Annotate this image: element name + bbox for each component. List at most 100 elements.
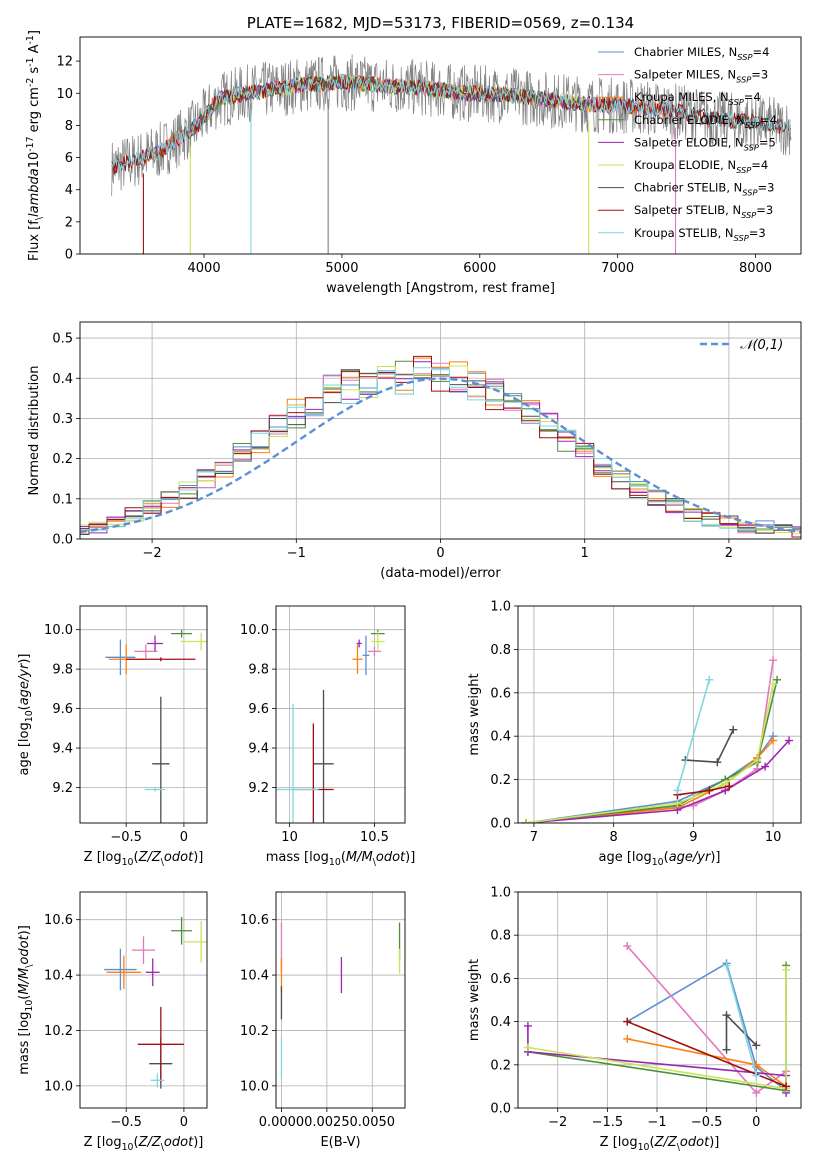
plot-area [80,355,801,538]
y-tick-label: 9.6 [52,702,73,717]
y-tick-label: 0.2 [52,452,73,467]
legend: Chabrier MILES, NSSP=4 Salpeter MILES, NS… [598,45,777,243]
y-tick-label: 0.4 [490,730,511,745]
y-tick-label: 10.4 [44,969,73,984]
x-tick-label: 0 [436,546,444,561]
axes-frame [275,891,406,1109]
y-tick-label: 0.6 [490,972,511,987]
x-tick-label: −0.5 [110,1115,142,1130]
plot-area [280,922,401,1079]
y-tick-label: 0.3 [52,412,73,427]
y-tick-label: 10.2 [44,1024,73,1039]
legend-label: Chabrier MILES, NSSP=4 [634,45,769,62]
x-axis-label: wavelength [Angstrom, rest frame] [326,281,555,296]
x-tick-label: 10 [281,830,298,845]
y-tick-label: 1.0 [490,886,511,901]
axes-spectrum: 4000 5000 6000 7000 8000 0 2 4 6 8 10 12 wavelength … [25,14,802,296]
x-tick-label: 10.5 [360,830,389,845]
y-tick-label: 12 [56,55,73,70]
y-tick-label: 2 [65,215,73,230]
y-tick-label: 0 [65,248,73,263]
x-tick-label: −2 [548,1115,567,1130]
y-tick-label: 0.4 [490,1015,511,1030]
legend-label: Chabrier STELIB, NSSP=3 [634,181,774,198]
y-tick-label: 10 [56,87,73,102]
y-tick-label: 0.0 [52,533,73,548]
axes-mass_vs_ebv: 0.0000 0.0025 0.0050 10.0 10.2 10.4 10.6 E(B-V) [240,891,406,1150]
y-axis-label: Normed distribution [27,366,42,496]
y-axis-label: Flux [f\lambda10-17 erg cm-2 s-1 A-1] [25,30,45,261]
x-tick-label: 0 [180,1115,188,1130]
legend-label: Kroupa STELIB, NSSP=3 [634,226,766,243]
chart-title: PLATE=1682, MJD=53173, FIBERID=0569, z=0… [247,14,634,32]
legend-label: Salpeter MILES, NSSP=3 [634,68,768,85]
x-tick-label: 0 [752,1115,760,1130]
plot-area [276,629,385,823]
x-tick-label: 0.0025 [304,1115,350,1130]
y-tick-label: 0.8 [490,929,511,944]
y-tick-label: 8 [65,119,73,134]
axes-frame [275,605,406,824]
histogram-kroupa_stelib [80,367,801,531]
plot-area [105,629,207,823]
axes-age_vs_Z: −0.5 0 9.2 9.4 9.6 9.8 10.0 Z [log10(Z/Z\odot)]… [17,605,208,868]
y-axis-label: age [log10(age/yr)] [17,653,35,775]
x-tick-label: 0.0050 [350,1115,396,1130]
x-axis-label: mass [log10(M/M\odot)] [266,850,416,868]
x-axis-label: Z [log10(Z/Z\odot)] [84,1135,204,1153]
x-tick-label: −2 [143,546,162,561]
axes-frame [517,891,802,1109]
x-axis-label: age [log10(age/yr)] [598,850,720,868]
x-axis-label: Z [log10(Z/Z\odot)] [84,850,204,868]
plot-area [521,656,794,823]
y-tick-label: 10.6 [44,913,73,928]
y-tick-label: 10.0 [44,623,73,638]
y-tick-label: 10.2 [240,1024,269,1039]
legend-label: Kroupa MILES, NSSP=4 [634,90,761,107]
y-tick-label: 0.5 [52,332,73,347]
legend-label: Chabrier ELODIE, NSSP=4 [634,113,777,130]
plot-area [104,916,207,1089]
plot-area [111,54,792,254]
x-tick-label: 5000 [325,261,358,276]
legend: 𝒩(0,1) [700,338,783,353]
legend-label: Salpeter STELIB, NSSP=3 [634,203,773,220]
y-axis-label: mass weight [467,673,482,755]
x-tick-label: 0 [180,830,188,845]
axes-weight_vs_Z: −2 −1.5 −1 −0.5 0 0.0 0.2 0.4 0.6 0.8 1.0 Z [log10(… [467,886,802,1153]
y-tick-label: 9.2 [248,781,269,796]
axes-weight_vs_age: 7 8 9 10 0.0 0.2 0.4 0.6 0.8 1.0 age [log10(age/yr… [467,600,802,868]
axes-age_vs_mass: 10 10.5 9.2 9.4 9.6 9.8 10.0 mass [log10(M/M\od… [240,605,416,868]
x-tick-label: 9 [689,830,697,845]
y-axis-label: mass [log10(M/M\odot)] [17,925,35,1075]
y-tick-label: 10.0 [240,623,269,638]
data-spectrum [111,54,792,197]
y-tick-label: 9.8 [52,663,73,678]
y-tick-label: 4 [65,183,73,198]
y-tick-label: 0.1 [52,492,73,507]
x-axis-label: E(B-V) [320,1135,360,1150]
x-tick-label: 4000 [188,261,221,276]
y-tick-label: 6 [65,151,73,166]
x-tick-label: 8000 [739,261,772,276]
legend-label: Salpeter ELODIE, NSSP=5 [634,135,776,152]
legend-label: 𝒩(0,1) [740,338,783,353]
x-tick-label: −0.5 [110,830,142,845]
y-tick-label: 0.0 [490,1102,511,1117]
normal-curve [80,377,801,534]
y-tick-label: 10.0 [44,1079,73,1094]
y-tick-label: 9.6 [248,702,269,717]
y-tick-label: 0.6 [490,686,511,701]
x-tick-label: 2 [725,546,733,561]
y-tick-label: 0.8 [490,643,511,658]
series-kroupa_stelib [676,679,711,791]
axes-frame [79,605,208,824]
x-tick-label: 10 [765,830,782,845]
y-tick-label: 10.6 [240,913,269,928]
x-tick-label: −1 [287,546,306,561]
plots-layer: 4000 5000 6000 7000 8000024681012wavelength … [17,14,802,1153]
x-tick-label: 7000 [601,261,634,276]
x-tick-label: −1 [647,1115,666,1130]
